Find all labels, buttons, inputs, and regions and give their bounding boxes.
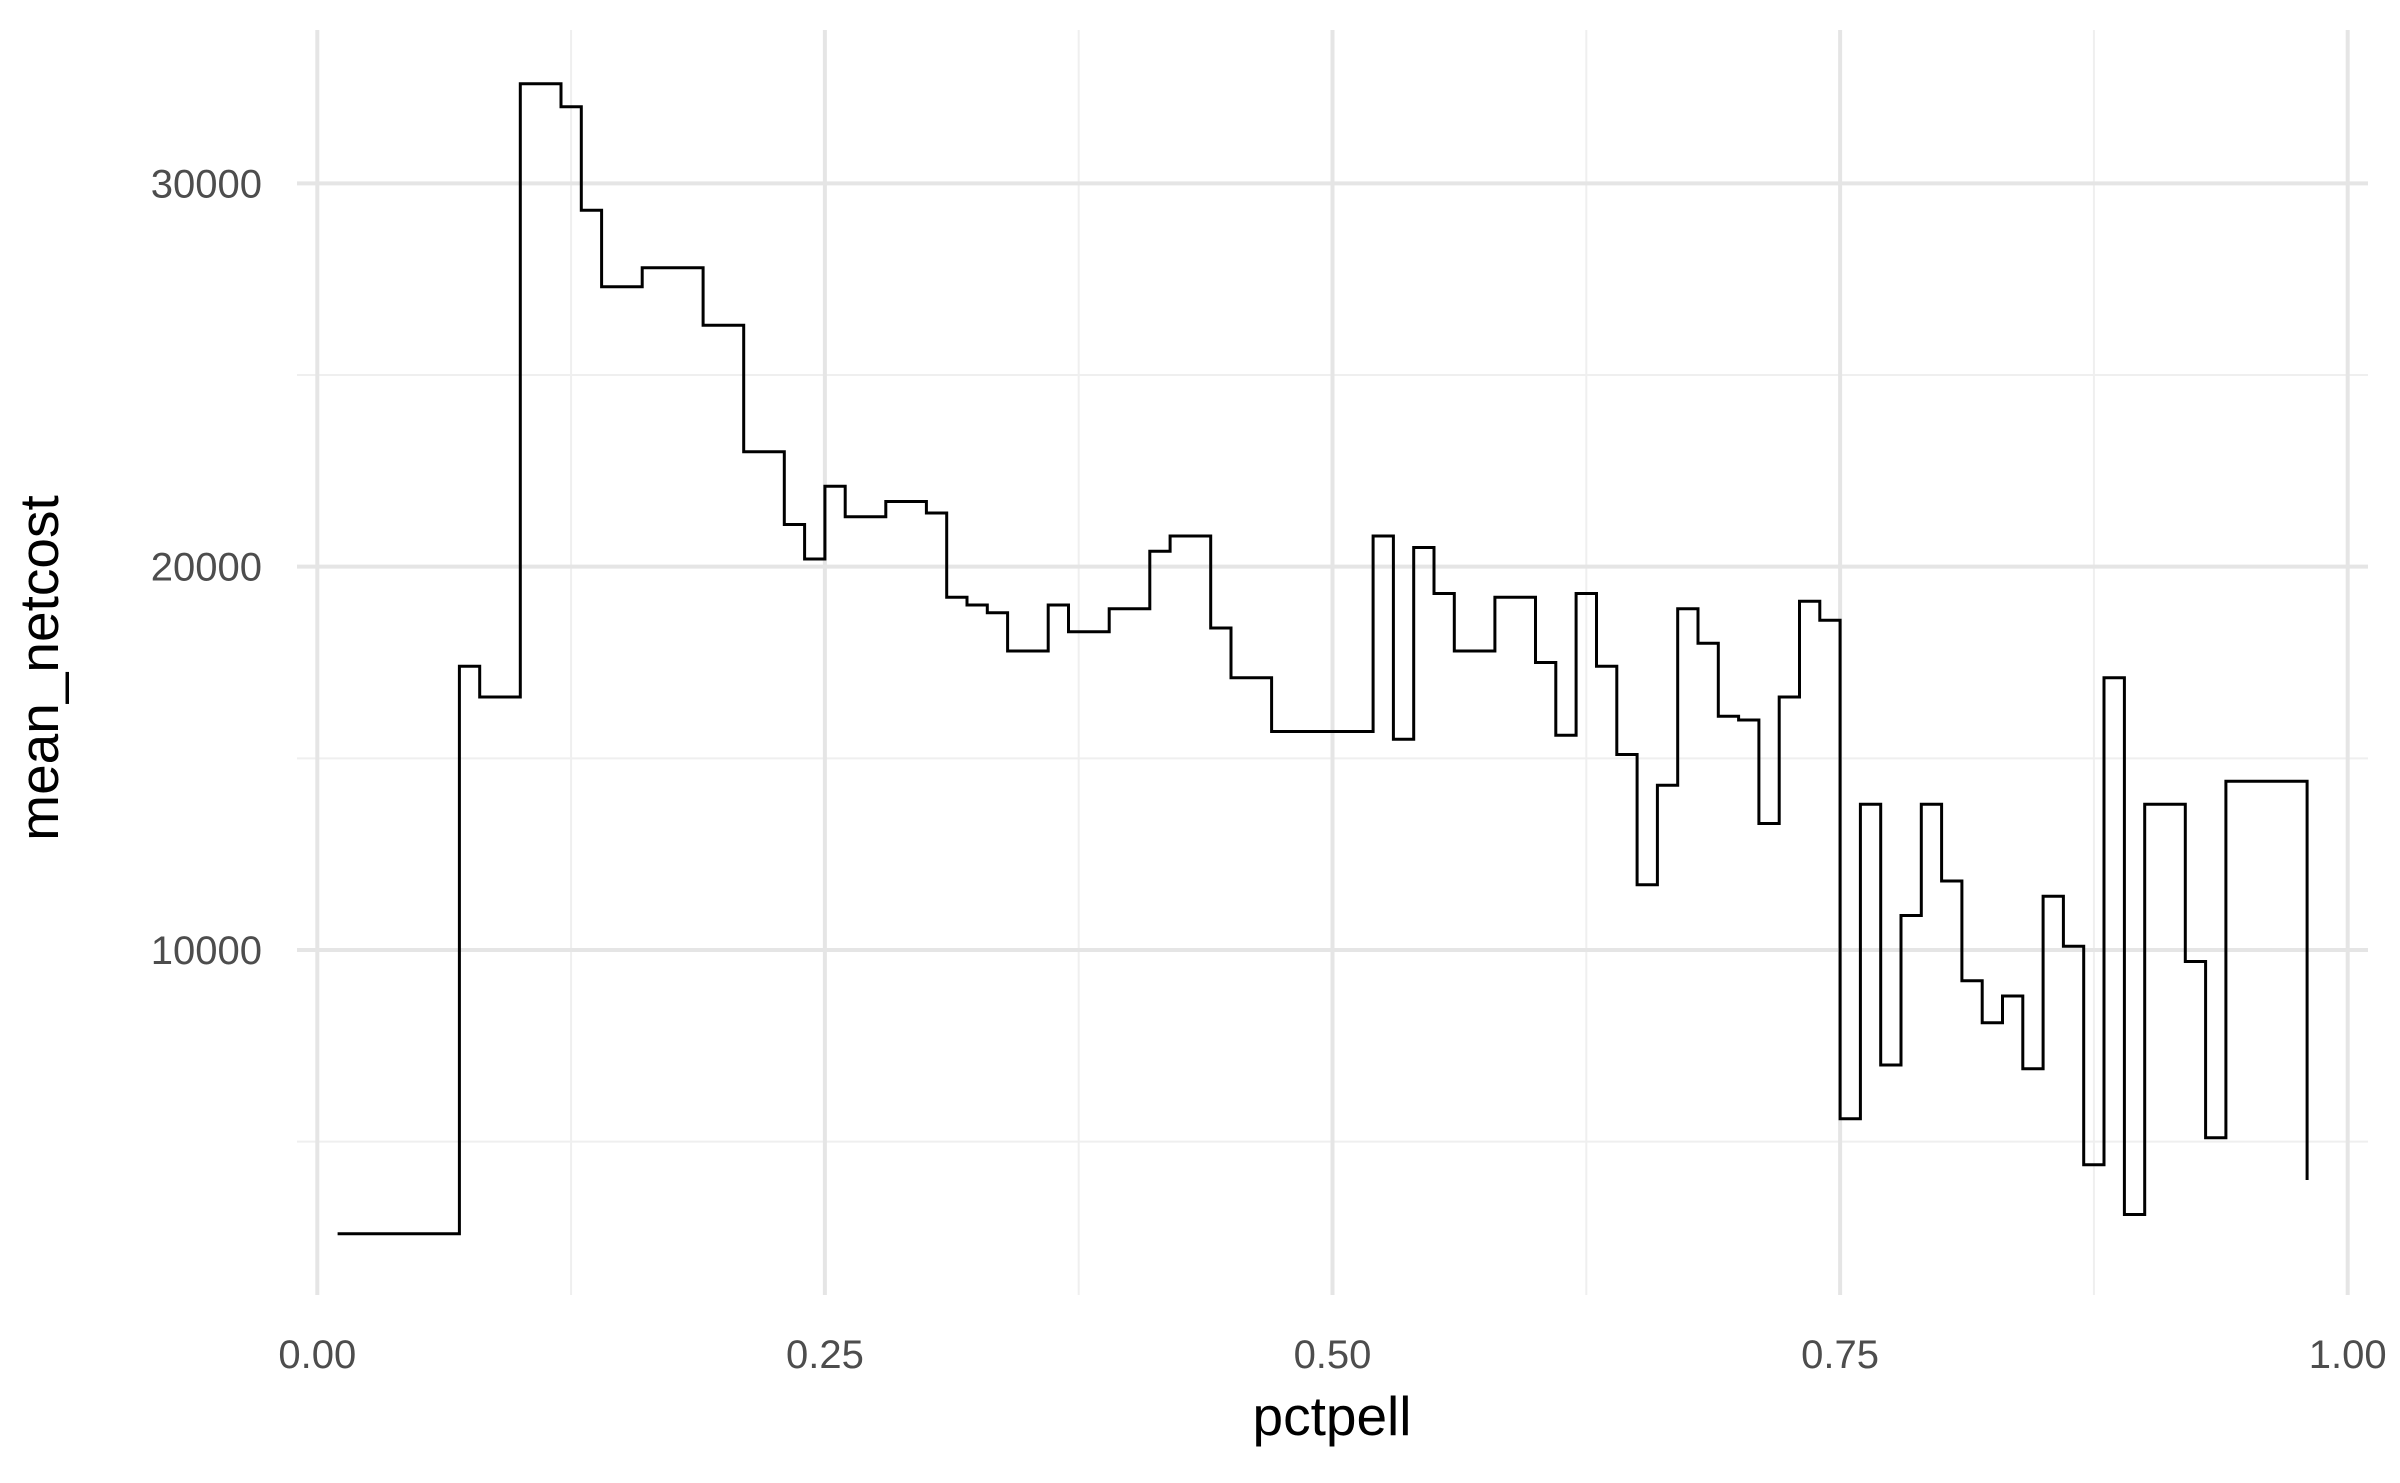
y-axis-title: mean_netcost [8, 495, 70, 841]
y-tick-label: 10000 [151, 929, 262, 973]
x-tick-label: 1.00 [2309, 1333, 2387, 1377]
x-tick-label: 0.25 [786, 1333, 864, 1377]
y-tick-label: 20000 [151, 546, 262, 590]
y-tick-label: 30000 [151, 162, 262, 206]
x-axis-title: pctpell [1253, 1385, 1412, 1447]
x-tick-label: 0.00 [278, 1333, 356, 1377]
series-layer [337, 82, 2309, 1236]
x-tick-label: 0.50 [1294, 1333, 1372, 1377]
series-step-line [337, 82, 2309, 1236]
major-gridlines [297, 30, 2368, 1295]
x-axis-ticks: 0.00 0.25 0.50 0.75 1.00 [278, 1333, 2386, 1377]
y-axis-ticks: 10000 20000 30000 [151, 162, 262, 973]
x-tick-label: 0.75 [1801, 1333, 1879, 1377]
